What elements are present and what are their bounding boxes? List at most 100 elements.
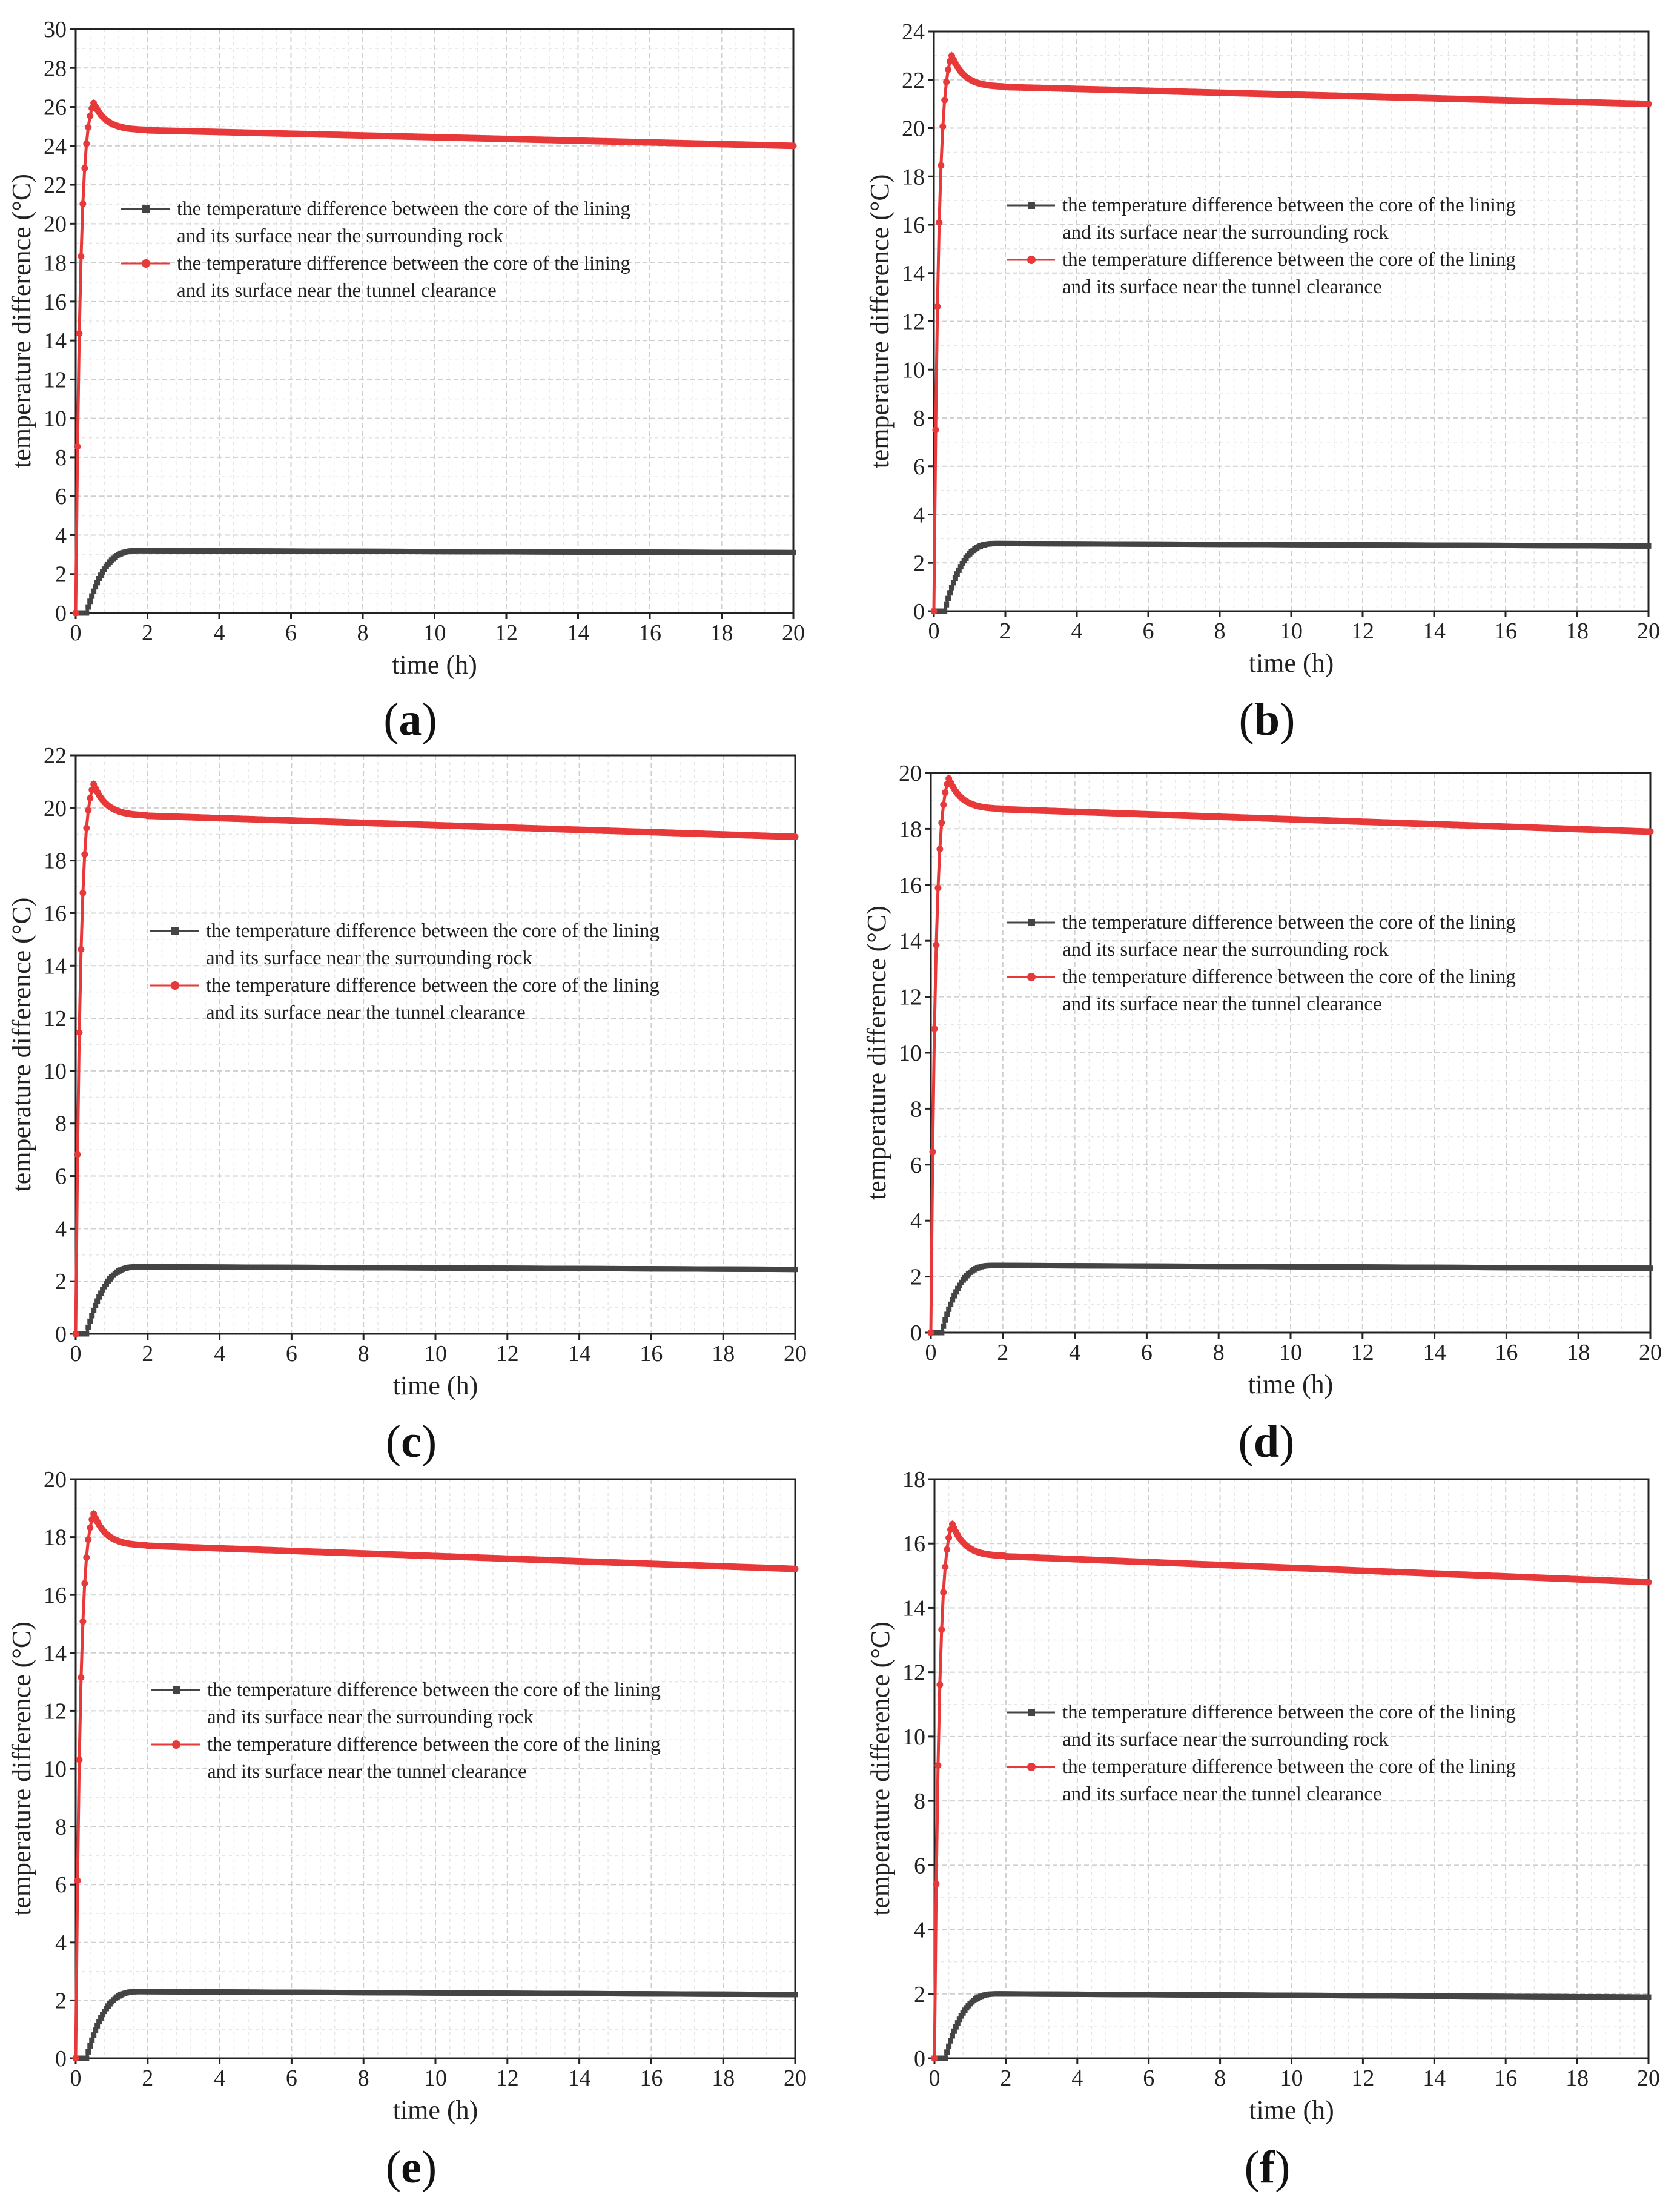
series-point-tunnel-clearance	[929, 1148, 936, 1156]
panel-label: (e)	[386, 2142, 437, 2193]
series-point-tunnel-clearance	[933, 941, 940, 949]
chart-panel-f: 0 2 4 6 8 10 12 14 16 18 20 0 2 4 6 8 10 12 14 16 18 time (h)…	[865, 1467, 1660, 2193]
y-tick-label: 16	[44, 290, 67, 315]
series-point-surrounding-rock	[102, 1284, 108, 1290]
y-tick-label: 4	[913, 503, 925, 528]
legend-label: and its surface near the tunnel clearanc…	[206, 1002, 526, 1024]
x-axis-title: time (h)	[393, 2095, 478, 2125]
legend-marker-tunnel-clearance	[142, 259, 150, 268]
series-point-tunnel-clearance	[83, 1554, 90, 1561]
x-tick-label: 16	[638, 620, 661, 646]
y-tick-label: 24	[902, 19, 925, 45]
series-point-tunnel-clearance	[942, 789, 949, 796]
y-tick-label: 6	[913, 454, 925, 480]
legend-marker-surrounding-rock	[142, 205, 150, 213]
x-tick-label: 12	[1351, 2066, 1374, 2091]
y-tick-label: 20	[44, 211, 67, 237]
series-point-surrounding-rock	[944, 1311, 950, 1317]
series-point-tunnel-clearance	[72, 609, 79, 617]
x-tick-label: 8	[1214, 618, 1226, 644]
series-point-tunnel-clearance	[936, 846, 944, 853]
series-point-surrounding-rock	[89, 1313, 95, 1319]
x-tick-label: 12	[495, 620, 518, 646]
series-point-surrounding-rock	[949, 585, 954, 591]
series-point-surrounding-rock	[953, 2024, 959, 2030]
chart-panel-b: 0 2 4 6 8 10 12 14 16 18 20024681012141618202224ti…	[865, 19, 1660, 745]
y-tick-label: 12	[902, 310, 925, 335]
y-tick-label: 16	[902, 1531, 925, 1557]
x-tick-label: 10	[423, 620, 446, 646]
series-point-tunnel-clearance	[1647, 828, 1654, 835]
legend: the temperature difference between the c…	[150, 920, 660, 1024]
series-point-tunnel-clearance	[945, 66, 952, 73]
legend-label: the temperature difference between the c…	[1062, 249, 1516, 271]
x-tick-label: 14	[568, 1341, 591, 1367]
x-tick-label: 4	[214, 1341, 225, 1367]
y-tick-label: 2	[55, 1269, 67, 1294]
x-tick-label: 8	[1214, 2066, 1226, 2091]
series-point-surrounding-rock	[100, 1287, 106, 1293]
x-tick-label: 20	[784, 1341, 807, 1367]
x-tick-label: 6	[286, 2066, 297, 2091]
y-tick-label: 18	[902, 164, 925, 190]
x-tick-label: 8	[358, 2066, 369, 2091]
y-tick-label: 22	[44, 173, 67, 198]
series-point-tunnel-clearance	[943, 78, 950, 85]
y-tick-label: 6	[55, 484, 67, 509]
series-point-surrounding-rock	[792, 1267, 798, 1273]
series-point-surrounding-rock	[957, 1282, 963, 1288]
y-tick-label: 10	[902, 1725, 925, 1750]
y-tick-label: 26	[44, 95, 67, 121]
legend-marker-tunnel-clearance	[1027, 256, 1036, 264]
series-point-tunnel-clearance	[934, 884, 942, 892]
series-point-tunnel-clearance	[792, 1565, 799, 1572]
y-axis-title: temperature difference (°C)	[7, 1622, 36, 1916]
x-axis-title: time (h)	[1249, 2095, 1334, 2125]
series-point-surrounding-rock	[91, 1307, 97, 1313]
series-point-surrounding-rock	[93, 584, 99, 590]
series-point-tunnel-clearance	[930, 608, 938, 615]
y-tick-label: 18	[44, 1525, 67, 1551]
y-tick-label: 14	[44, 953, 67, 979]
y-tick-label: 16	[44, 1583, 67, 1608]
series-point-tunnel-clearance	[87, 795, 94, 802]
chart-panel-e: 0 2 4 6 8 10 12 14 16 18 20 0 2 4 6 8 10 12 14 16 18 20 time (…	[7, 1467, 807, 2193]
legend-marker-surrounding-rock	[173, 1686, 180, 1694]
x-tick-label: 6	[1143, 2066, 1154, 2091]
series-point-surrounding-rock	[98, 572, 104, 578]
x-tick-label: 20	[782, 620, 805, 646]
series-point-surrounding-rock	[98, 1290, 104, 1296]
x-tick-label: 14	[1423, 618, 1446, 644]
x-tick-label: 2	[997, 1340, 1008, 1365]
series-point-surrounding-rock	[944, 601, 950, 608]
series-point-tunnel-clearance	[72, 1330, 79, 1337]
y-tick-label: 8	[55, 1112, 67, 1137]
y-axis-title: temperature difference (°C)	[865, 1622, 895, 1916]
series-point-tunnel-clearance	[85, 124, 92, 131]
series-point-surrounding-rock	[98, 2015, 104, 2021]
series-point-surrounding-rock	[790, 549, 796, 555]
x-tick-label: 10	[1280, 618, 1303, 644]
series-line-surrounding-rock	[931, 1264, 1650, 1334]
series-point-surrounding-rock	[942, 1317, 948, 1323]
panel-label: (c)	[386, 1416, 437, 1467]
panel-label: (d)	[1239, 1416, 1295, 1467]
y-tick-label: 16	[44, 901, 67, 926]
series-point-surrounding-rock	[96, 576, 102, 582]
series-point-tunnel-clearance	[76, 1029, 83, 1036]
series-point-surrounding-rock	[89, 593, 95, 599]
x-tick-label: 10	[424, 1341, 447, 1367]
x-tick-label: 4	[214, 2066, 225, 2091]
y-tick-label: 14	[44, 328, 67, 354]
chart-panel-c: 0 2 4 6 8 10 12 14 16 18 20 0 2 4 6 8 10 12 14 16 18 20 22 time…	[7, 743, 807, 1467]
series-point-surrounding-rock	[85, 1324, 91, 1330]
legend-label: and its surface near the tunnel clearanc…	[1062, 276, 1382, 298]
legend: the temperature difference between the c…	[151, 1679, 661, 1783]
series-point-tunnel-clearance	[939, 123, 947, 130]
legend-marker-surrounding-rock	[1028, 202, 1035, 209]
series-point-surrounding-rock	[96, 2019, 102, 2025]
series-point-surrounding-rock	[954, 2020, 961, 2026]
series-point-tunnel-clearance	[790, 142, 797, 150]
x-axis-title: time (h)	[393, 1371, 478, 1400]
